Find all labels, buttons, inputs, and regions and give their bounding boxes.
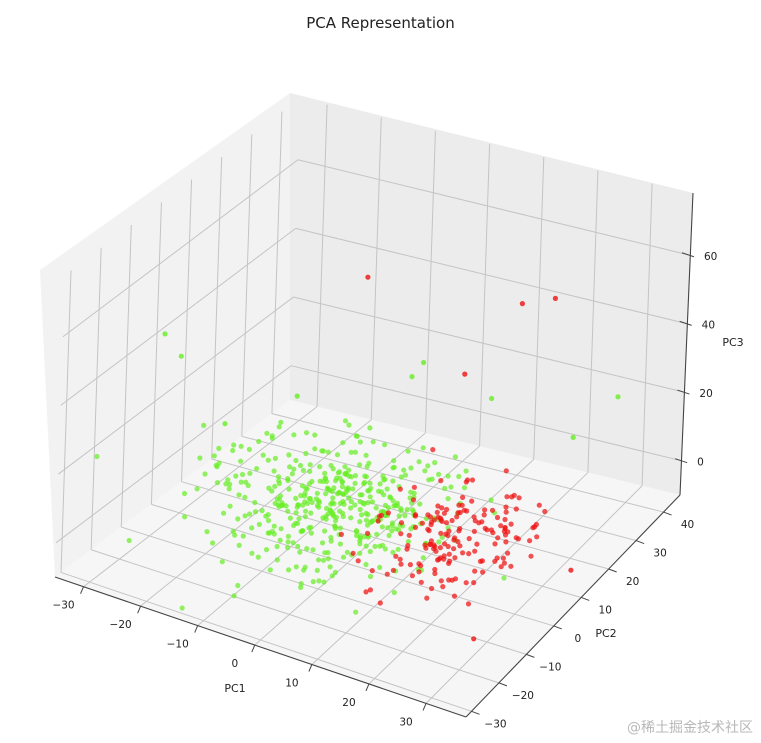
z-axis-label: PC3 <box>722 336 743 349</box>
axis-ticks: −30 −20 −10 0 10 20 30 −30 −20 −10 0 10 20 30 40 0 20 40 6… <box>52 251 717 731</box>
chart-title: PCA Representation <box>306 14 455 32</box>
y-axis-label: PC2 <box>595 627 616 640</box>
watermark: @稀土掘金技术社区 <box>627 720 753 736</box>
svg-text:−20: −20 <box>110 619 132 631</box>
svg-text:10: 10 <box>599 604 612 616</box>
svg-text:10: 10 <box>285 678 298 690</box>
svg-text:0: 0 <box>697 457 704 469</box>
svg-text:0: 0 <box>231 658 238 670</box>
svg-text:−20: −20 <box>512 690 534 702</box>
svg-text:40: 40 <box>681 519 694 531</box>
svg-text:40: 40 <box>702 319 715 331</box>
x-axis-label: PC1 <box>224 682 245 695</box>
pane-floor <box>55 400 680 717</box>
svg-text:−30: −30 <box>52 600 74 612</box>
svg-text:20: 20 <box>626 576 639 588</box>
svg-text:60: 60 <box>704 251 717 263</box>
svg-text:30: 30 <box>653 548 666 560</box>
pane-back <box>290 93 693 495</box>
svg-text:0: 0 <box>574 633 581 645</box>
data-points <box>94 274 621 642</box>
svg-text:−10: −10 <box>539 661 561 673</box>
svg-text:20: 20 <box>342 697 355 709</box>
svg-text:−10: −10 <box>167 639 189 651</box>
svg-text:20: 20 <box>699 388 712 400</box>
svg-text:−30: −30 <box>484 718 506 730</box>
axes-lines <box>54 192 694 718</box>
svg-text:30: 30 <box>399 716 412 728</box>
